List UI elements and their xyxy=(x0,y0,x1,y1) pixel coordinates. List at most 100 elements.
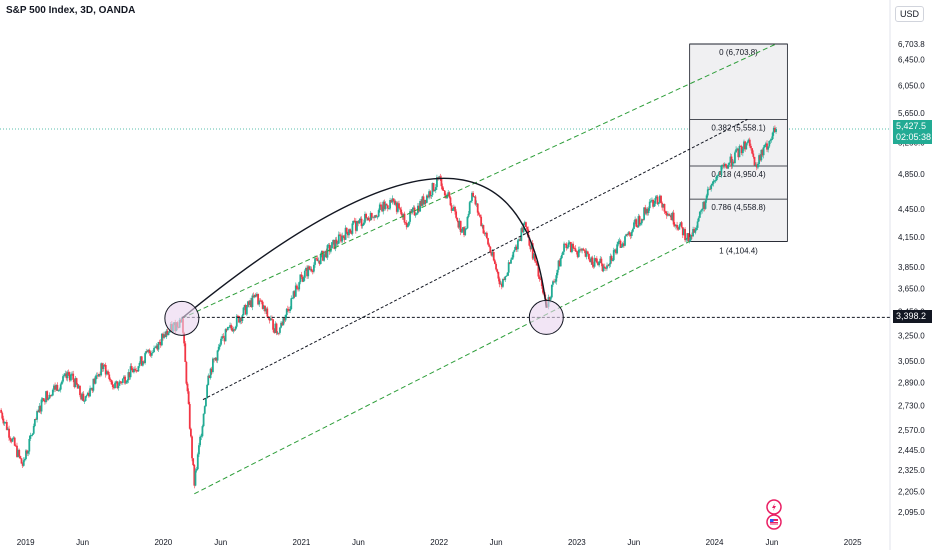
candle-body xyxy=(591,257,594,265)
candle-body xyxy=(124,376,126,384)
candle-body xyxy=(606,265,608,269)
candle-body xyxy=(21,463,24,466)
candle-body xyxy=(393,201,396,205)
candle-body xyxy=(724,163,727,167)
fib-level-0-label: 0 (6,703.8) xyxy=(719,48,758,57)
candle-body xyxy=(148,349,151,353)
candle-body xyxy=(2,418,5,424)
candle-body xyxy=(694,229,697,233)
candle-body xyxy=(243,305,246,308)
candle-body xyxy=(398,203,400,209)
candle-body xyxy=(269,318,272,321)
candle-body xyxy=(159,342,162,346)
candle-body xyxy=(266,308,269,317)
candle-body xyxy=(392,198,395,202)
candle-body xyxy=(698,211,701,218)
candle-body xyxy=(273,329,276,333)
candle-body xyxy=(443,190,446,196)
candle-body xyxy=(223,337,226,342)
candle-body xyxy=(727,164,730,169)
candle-body xyxy=(333,239,336,249)
candle-body xyxy=(668,214,670,216)
candle-body xyxy=(723,163,726,166)
price-tick: 2,570.0 xyxy=(898,426,925,435)
event-icons[interactable] xyxy=(766,499,782,530)
candle-body xyxy=(456,217,459,221)
candle-body xyxy=(514,246,517,250)
candle-body xyxy=(123,376,125,379)
candle-body xyxy=(528,237,531,246)
candle-body xyxy=(165,330,168,337)
candle-body xyxy=(381,206,383,212)
candle-body xyxy=(598,261,601,266)
candle-body xyxy=(746,142,749,144)
candle-body xyxy=(364,213,366,223)
candle-body xyxy=(469,200,472,203)
candle-body xyxy=(520,228,523,241)
time-axis: 2019 Jun 2020 Jun 2021 Jun 2022 Jun 2023… xyxy=(17,538,862,547)
candle-body xyxy=(10,439,13,442)
candle-body xyxy=(455,211,458,218)
candle-body xyxy=(25,450,27,460)
candle-body xyxy=(23,459,26,461)
candle-body xyxy=(76,384,79,389)
candle-body xyxy=(595,258,598,263)
candle-body xyxy=(628,232,631,235)
candle-body xyxy=(147,349,150,352)
candle-body xyxy=(744,141,747,150)
price-tick: 3,650.0 xyxy=(898,285,925,294)
candle-body xyxy=(592,264,595,267)
chart-title: S&P 500 Index, 3D, OANDA xyxy=(6,5,136,16)
candle-body xyxy=(704,200,707,209)
candle-body xyxy=(516,240,519,250)
candle-body xyxy=(494,260,496,264)
candle-body xyxy=(415,213,418,215)
candle-body xyxy=(515,246,518,250)
candle-body xyxy=(374,215,377,218)
price-tick: 2,445.0 xyxy=(898,446,925,455)
candle-body xyxy=(117,385,120,389)
candle-body xyxy=(683,229,685,236)
candle-body xyxy=(532,254,535,259)
candle-body xyxy=(538,276,541,280)
candle-body xyxy=(303,270,306,278)
candle-body xyxy=(38,405,41,413)
candle-body xyxy=(199,436,202,446)
candle-body xyxy=(153,347,155,353)
candle-body xyxy=(629,234,632,236)
us-flag-event-icon[interactable] xyxy=(766,514,782,530)
candle-body xyxy=(708,188,710,190)
candle-body xyxy=(208,375,211,378)
candle-body xyxy=(504,276,507,280)
candle-body xyxy=(63,375,66,377)
candle-body xyxy=(502,279,504,287)
candle-body xyxy=(240,317,243,322)
candle-body xyxy=(346,231,349,236)
candle-body xyxy=(462,227,464,232)
candle-body xyxy=(428,191,430,198)
candle-body xyxy=(238,316,240,323)
candle-body xyxy=(534,254,536,262)
candle-body xyxy=(11,438,14,442)
candle-body xyxy=(424,199,427,203)
candle-body xyxy=(400,209,403,215)
candle-body xyxy=(343,236,346,240)
candle-body xyxy=(261,301,264,309)
candle-body xyxy=(554,281,557,283)
price-tick: 2,325.0 xyxy=(898,466,925,475)
lightning-event-icon[interactable] xyxy=(766,499,782,515)
candle-body xyxy=(282,318,285,326)
candle-body xyxy=(162,333,164,338)
candle-body xyxy=(337,234,340,244)
candle-body xyxy=(503,279,505,280)
candle-body xyxy=(131,370,134,373)
candle-body xyxy=(411,209,414,213)
candle-body xyxy=(696,221,699,228)
candle-body xyxy=(53,385,55,390)
candle-body xyxy=(395,202,398,212)
candle-body xyxy=(711,183,714,186)
candle-body xyxy=(277,332,280,334)
candle-body xyxy=(738,146,741,158)
currency-button[interactable]: USD xyxy=(894,6,924,22)
